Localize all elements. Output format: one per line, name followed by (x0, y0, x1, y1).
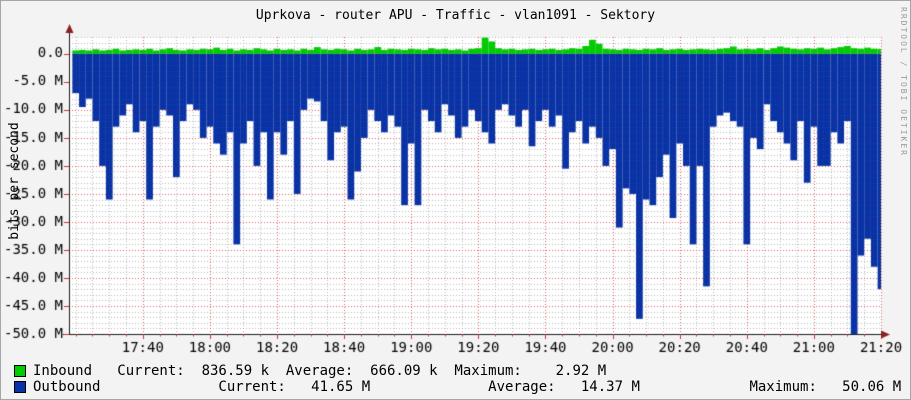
inbound-swatch-icon (14, 365, 26, 377)
legend-outbound-text: Outbound Current: 41.65 M Average: 14.37… (33, 379, 902, 395)
legend-row-outbound: Outbound Current: 41.65 M Average: 14.37… (14, 379, 901, 395)
legend-row-inbound: Inbound Current: 836.59 k Average: 666.0… (14, 363, 606, 379)
chart-title: Uprkova - router APU - Traffic - vlan109… (255, 8, 656, 23)
y-axis-label: bits per second (7, 122, 22, 240)
legend-inbound-text: Inbound Current: 836.59 k Average: 666.0… (33, 363, 607, 379)
rrdtool-watermark: RRDTOOL / TOBI OETIKER (899, 7, 908, 157)
outbound-swatch-icon (14, 381, 26, 393)
